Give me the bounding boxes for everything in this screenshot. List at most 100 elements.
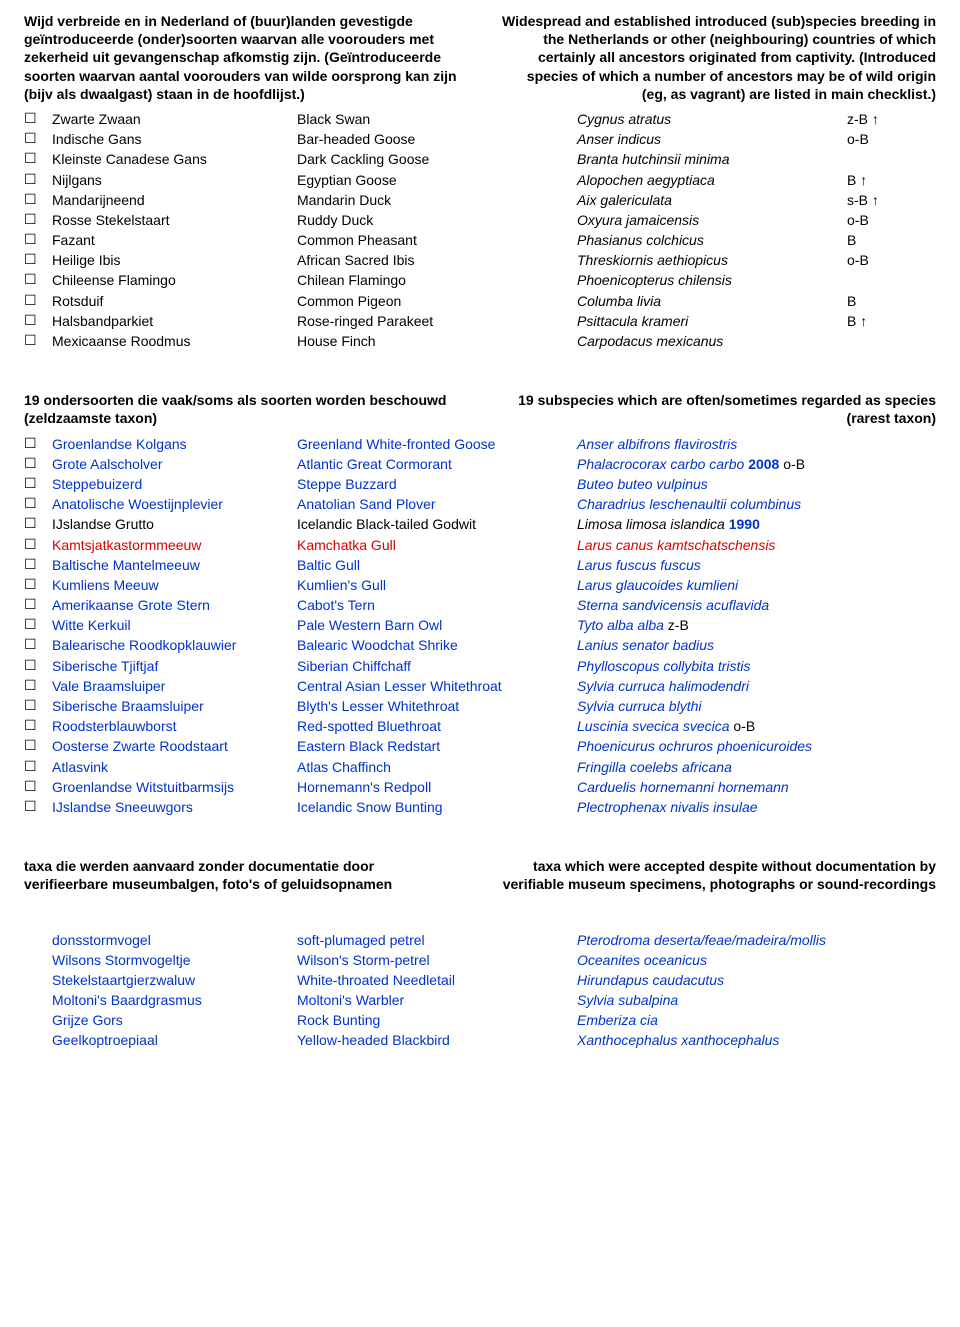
dutch-name: IJslandse Sneeuwgors — [52, 798, 297, 816]
scientific-name: Alopochen aegyptiaca — [577, 171, 847, 189]
scientific-name: Columba livia — [577, 292, 847, 310]
dutch-name: Steppebuizerd — [52, 475, 297, 493]
checkbox-icon[interactable]: ☐ — [24, 556, 52, 573]
checkbox-icon[interactable]: ☐ — [24, 576, 52, 593]
checkbox-icon[interactable]: ☐ — [24, 110, 52, 127]
status-code: B — [847, 231, 907, 249]
scientific-name: Luscinia svecica svecica o-B — [577, 717, 847, 735]
dutch-name: Grote Aalscholver — [52, 455, 297, 473]
dutch-name: Mexicaanse Roodmus — [52, 332, 297, 350]
dutch-name: Chileense Flamingo — [52, 271, 297, 289]
scientific-name: Phylloscopus collybita tristis — [577, 657, 847, 675]
year-label: 1990 — [725, 516, 760, 532]
checkbox-icon[interactable]: ☐ — [24, 778, 52, 795]
scientific-name: Buteo buteo vulpinus — [577, 475, 847, 493]
checkbox-icon[interactable]: ☐ — [24, 475, 52, 492]
dutch-name: Groenlandse Witstuitbarmsijs — [52, 778, 297, 796]
scientific-name: Pterodroma deserta/feae/madeira/mollis — [577, 931, 847, 949]
dutch-name: donsstormvogel — [52, 931, 297, 949]
checkbox-icon[interactable]: ☐ — [24, 495, 52, 512]
english-name: Common Pigeon — [297, 292, 577, 310]
english-name: Black Swan — [297, 110, 577, 128]
scientific-name: Hirundapus caudacutus — [577, 971, 847, 989]
checkbox-icon[interactable]: ☐ — [24, 312, 52, 329]
species-row: ☐NijlgansEgyptian GooseAlopochen aegypti… — [24, 170, 936, 190]
species-row: ☐HalsbandparkietRose-ringed ParakeetPsit… — [24, 311, 936, 331]
species-row: ☐MandarijneendMandarin DuckAix galericul… — [24, 190, 936, 210]
species-row: ☐Siberische TjiftjafSiberian ChiffchaffP… — [24, 656, 936, 676]
dutch-name: Fazant — [52, 231, 297, 249]
checkbox-icon[interactable]: ☐ — [24, 697, 52, 714]
checkbox-icon[interactable]: ☐ — [24, 677, 52, 694]
checkbox-icon[interactable]: ☐ — [24, 231, 52, 248]
checkbox-icon[interactable]: ☐ — [24, 636, 52, 653]
species-row: Grijze GorsRock BuntingEmberiza cia — [24, 1010, 936, 1030]
english-name: soft-plumaged petrel — [297, 931, 577, 949]
checkbox-icon[interactable]: ☐ — [24, 130, 52, 147]
checkbox-icon[interactable]: ☐ — [24, 455, 52, 472]
species-row: ☐Oosterse Zwarte RoodstaartEastern Black… — [24, 736, 936, 756]
scientific-name: Sylvia curruca halimodendri — [577, 677, 847, 695]
scientific-name: Plectrophenax nivalis insulae — [577, 798, 847, 816]
scientific-name: Phasianus colchicus — [577, 231, 847, 249]
checkbox-icon[interactable]: ☐ — [24, 292, 52, 309]
scientific-name: Sylvia curruca blythi — [577, 697, 847, 715]
dutch-name: Rotsduif — [52, 292, 297, 310]
year-label: 2008 — [744, 456, 779, 472]
english-name: White-throated Needletail — [297, 971, 577, 989]
species-row: ☐IJslandse SneeuwgorsIcelandic Snow Bunt… — [24, 797, 936, 817]
scientific-name: Anser indicus — [577, 130, 847, 148]
section2-list: ☐Groenlandse KolgansGreenland White-fron… — [24, 434, 936, 818]
dutch-name: Balearische Roodkopklauwier — [52, 636, 297, 654]
scientific-name: Tyto alba alba z-B — [577, 616, 847, 634]
checkbox-icon[interactable]: ☐ — [24, 717, 52, 734]
english-name: Balearic Woodchat Shrike — [297, 636, 577, 654]
english-name: Eastern Black Redstart — [297, 737, 577, 755]
checkbox-icon[interactable]: ☐ — [24, 596, 52, 613]
section1-heading-en: Widespread and established introduced (s… — [498, 12, 936, 103]
checkbox-icon[interactable]: ☐ — [24, 737, 52, 754]
checkbox-icon[interactable]: ☐ — [24, 150, 52, 167]
scientific-name: Carduelis hornemanni hornemann — [577, 778, 847, 796]
status-code: z-B ↑ — [847, 110, 907, 128]
english-name: Dark Cackling Goose — [297, 150, 577, 168]
checkbox-icon[interactable]: ☐ — [24, 515, 52, 532]
scientific-name: Branta hutchinsii minima — [577, 150, 847, 168]
checkbox-icon[interactable]: ☐ — [24, 271, 52, 288]
scientific-name: Sylvia subalpina — [577, 991, 847, 1009]
species-row: ☐Anatolische WoestijnplevierAnatolian Sa… — [24, 494, 936, 514]
checkbox-icon[interactable]: ☐ — [24, 798, 52, 815]
checkbox-icon[interactable]: ☐ — [24, 435, 52, 452]
checkbox-icon[interactable]: ☐ — [24, 758, 52, 775]
checkbox-icon[interactable]: ☐ — [24, 536, 52, 553]
species-row: ☐SteppebuizerdSteppe BuzzardButeo buteo … — [24, 474, 936, 494]
english-name: Greenland White-fronted Goose — [297, 435, 577, 453]
section3-heading: taxa die werden aanvaard zonder document… — [24, 857, 936, 893]
dutch-name: IJslandse Grutto — [52, 515, 297, 533]
species-row: ☐Witte KerkuilPale Western Barn OwlTyto … — [24, 615, 936, 635]
species-row: ☐Mexicaanse RoodmusHouse FinchCarpodacus… — [24, 331, 936, 351]
species-row: ☐AtlasvinkAtlas ChaffinchFringilla coele… — [24, 757, 936, 777]
checkbox-icon[interactable]: ☐ — [24, 251, 52, 268]
checkbox-icon[interactable]: ☐ — [24, 171, 52, 188]
scientific-name: Anser albifrons flavirostris — [577, 435, 847, 453]
scientific-name: Phoenicurus ochruros phoenicuroides — [577, 737, 847, 755]
checkbox-icon[interactable]: ☐ — [24, 191, 52, 208]
checkbox-icon[interactable]: ☐ — [24, 332, 52, 349]
scientific-name: Larus canus kamtschatschensis — [577, 536, 847, 554]
english-name: Icelandic Black-tailed Godwit — [297, 515, 577, 533]
english-name: Red-spotted Bluethroat — [297, 717, 577, 735]
species-row: ☐IJslandse GruttoIcelandic Black-tailed … — [24, 514, 936, 534]
scientific-name: Oceanites oceanicus — [577, 951, 847, 969]
dutch-name: Halsbandparkiet — [52, 312, 297, 330]
checkbox-icon[interactable]: ☐ — [24, 616, 52, 633]
english-name: Pale Western Barn Owl — [297, 616, 577, 634]
checkbox-icon[interactable]: ☐ — [24, 657, 52, 674]
dutch-name: Moltoni's Baardgrasmus — [52, 991, 297, 1009]
status-code: o-B — [847, 251, 907, 269]
species-row: ☐Heilige IbisAfrican Sacred IbisThreskio… — [24, 250, 936, 270]
dutch-name: Anatolische Woestijnplevier — [52, 495, 297, 513]
checkbox-icon[interactable]: ☐ — [24, 211, 52, 228]
dutch-name: Rosse Stekelstaart — [52, 211, 297, 229]
species-row: donsstormvogelsoft-plumaged petrelPterod… — [24, 930, 936, 950]
